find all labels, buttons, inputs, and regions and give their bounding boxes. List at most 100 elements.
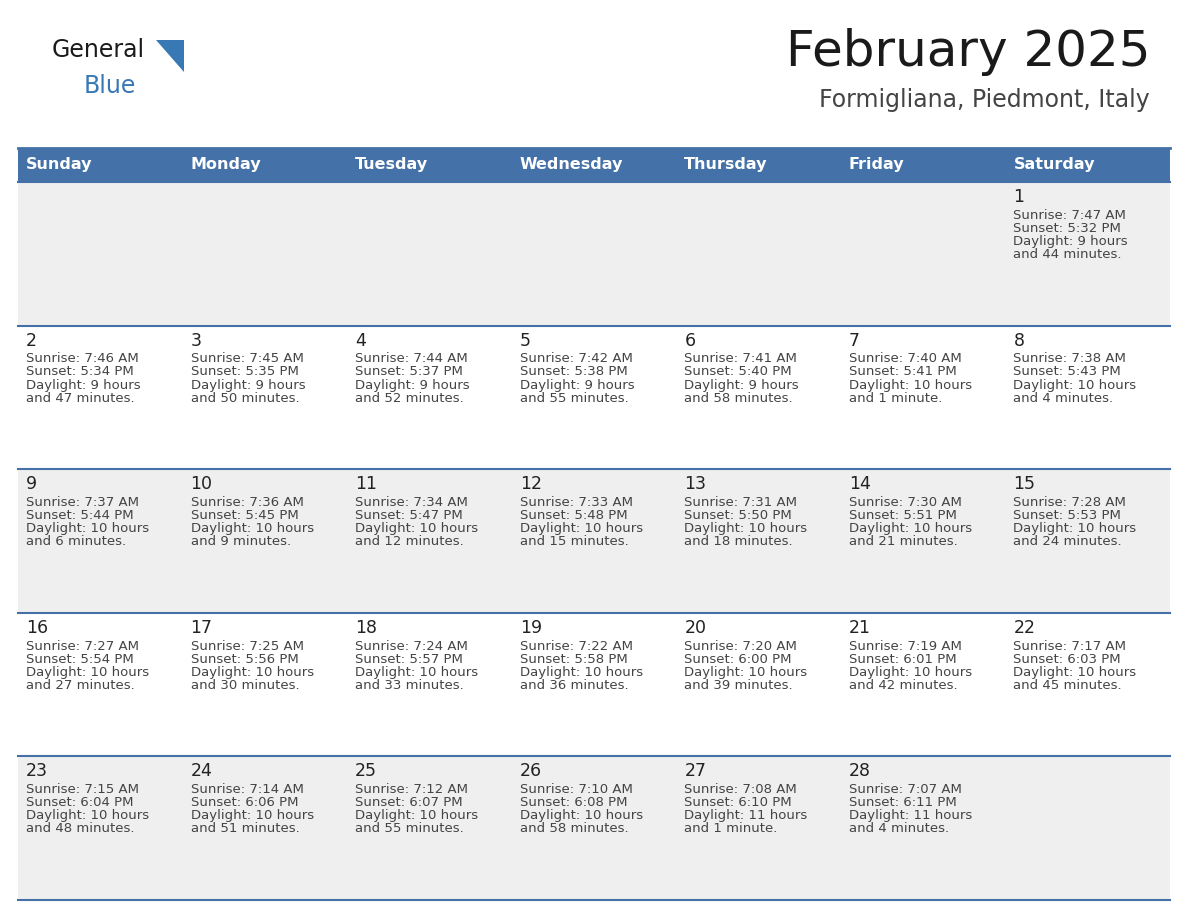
Text: 26: 26 xyxy=(519,763,542,780)
Text: Sunset: 6:06 PM: Sunset: 6:06 PM xyxy=(190,796,298,810)
Text: Sunrise: 7:34 AM: Sunrise: 7:34 AM xyxy=(355,496,468,509)
Text: and 4 minutes.: and 4 minutes. xyxy=(1013,392,1113,405)
Text: Sunrise: 7:10 AM: Sunrise: 7:10 AM xyxy=(519,783,632,796)
Bar xyxy=(18,756,1170,900)
Text: 22: 22 xyxy=(1013,619,1036,637)
Text: 1: 1 xyxy=(1013,188,1024,206)
Text: Daylight: 10 hours: Daylight: 10 hours xyxy=(1013,522,1137,535)
Text: Tuesday: Tuesday xyxy=(355,158,428,173)
Text: Saturday: Saturday xyxy=(1013,158,1095,173)
Text: Daylight: 10 hours: Daylight: 10 hours xyxy=(849,378,972,392)
Text: and 52 minutes.: and 52 minutes. xyxy=(355,392,463,405)
Text: and 21 minutes.: and 21 minutes. xyxy=(849,535,958,548)
Bar xyxy=(1005,148,1170,182)
Text: 24: 24 xyxy=(190,763,213,780)
Text: Daylight: 9 hours: Daylight: 9 hours xyxy=(1013,235,1129,248)
Text: Daylight: 11 hours: Daylight: 11 hours xyxy=(684,810,808,823)
Text: Daylight: 10 hours: Daylight: 10 hours xyxy=(1013,666,1137,678)
Text: Sunrise: 7:30 AM: Sunrise: 7:30 AM xyxy=(849,496,962,509)
Text: Sunset: 5:56 PM: Sunset: 5:56 PM xyxy=(190,653,298,666)
Text: Thursday: Thursday xyxy=(684,158,767,173)
Text: and 58 minutes.: and 58 minutes. xyxy=(684,392,792,405)
Bar xyxy=(18,469,1170,613)
Text: Daylight: 10 hours: Daylight: 10 hours xyxy=(26,522,150,535)
Text: Daylight: 10 hours: Daylight: 10 hours xyxy=(519,522,643,535)
Text: and 30 minutes.: and 30 minutes. xyxy=(190,679,299,692)
Bar xyxy=(841,148,1005,182)
Bar xyxy=(18,613,1170,756)
Text: Daylight: 9 hours: Daylight: 9 hours xyxy=(684,378,798,392)
Text: Daylight: 10 hours: Daylight: 10 hours xyxy=(519,666,643,678)
Text: 19: 19 xyxy=(519,619,542,637)
Text: Sunset: 6:07 PM: Sunset: 6:07 PM xyxy=(355,796,463,810)
Text: Daylight: 10 hours: Daylight: 10 hours xyxy=(355,810,479,823)
Text: Daylight: 10 hours: Daylight: 10 hours xyxy=(355,522,479,535)
Text: 17: 17 xyxy=(190,619,213,637)
Text: 7: 7 xyxy=(849,331,860,350)
Text: Sunrise: 7:40 AM: Sunrise: 7:40 AM xyxy=(849,353,961,365)
Text: Daylight: 10 hours: Daylight: 10 hours xyxy=(684,522,808,535)
Text: and 55 minutes.: and 55 minutes. xyxy=(519,392,628,405)
Text: Daylight: 10 hours: Daylight: 10 hours xyxy=(190,810,314,823)
Text: 3: 3 xyxy=(190,331,202,350)
Text: and 6 minutes.: and 6 minutes. xyxy=(26,535,126,548)
Text: Sunrise: 7:36 AM: Sunrise: 7:36 AM xyxy=(190,496,303,509)
Text: Daylight: 10 hours: Daylight: 10 hours xyxy=(849,666,972,678)
Bar xyxy=(676,148,841,182)
Text: Daylight: 9 hours: Daylight: 9 hours xyxy=(190,378,305,392)
Text: Sunset: 5:53 PM: Sunset: 5:53 PM xyxy=(1013,509,1121,522)
Text: Daylight: 10 hours: Daylight: 10 hours xyxy=(190,522,314,535)
Text: Blue: Blue xyxy=(84,74,137,98)
Polygon shape xyxy=(156,40,184,72)
Text: Sunrise: 7:28 AM: Sunrise: 7:28 AM xyxy=(1013,496,1126,509)
Text: and 36 minutes.: and 36 minutes. xyxy=(519,679,628,692)
Bar xyxy=(512,148,676,182)
Text: and 48 minutes.: and 48 minutes. xyxy=(26,823,134,835)
Text: February 2025: February 2025 xyxy=(785,28,1150,76)
Text: Sunset: 5:48 PM: Sunset: 5:48 PM xyxy=(519,509,627,522)
Text: Sunset: 5:50 PM: Sunset: 5:50 PM xyxy=(684,509,792,522)
Text: and 1 minute.: and 1 minute. xyxy=(849,392,942,405)
Text: Sunrise: 7:31 AM: Sunrise: 7:31 AM xyxy=(684,496,797,509)
Text: Sunrise: 7:07 AM: Sunrise: 7:07 AM xyxy=(849,783,962,796)
Bar xyxy=(18,326,1170,469)
Text: Formigliana, Piedmont, Italy: Formigliana, Piedmont, Italy xyxy=(820,88,1150,112)
Text: 9: 9 xyxy=(26,476,37,493)
Text: Sunset: 6:01 PM: Sunset: 6:01 PM xyxy=(849,653,956,666)
Text: Sunrise: 7:27 AM: Sunrise: 7:27 AM xyxy=(26,640,139,653)
Text: Sunrise: 7:41 AM: Sunrise: 7:41 AM xyxy=(684,353,797,365)
Text: Friday: Friday xyxy=(849,158,904,173)
Text: Sunset: 5:35 PM: Sunset: 5:35 PM xyxy=(190,365,298,378)
Text: 5: 5 xyxy=(519,331,531,350)
Text: Sunrise: 7:20 AM: Sunrise: 7:20 AM xyxy=(684,640,797,653)
Text: Sunrise: 7:17 AM: Sunrise: 7:17 AM xyxy=(1013,640,1126,653)
Text: 21: 21 xyxy=(849,619,871,637)
Text: and 50 minutes.: and 50 minutes. xyxy=(190,392,299,405)
Text: Daylight: 10 hours: Daylight: 10 hours xyxy=(355,666,479,678)
Text: Sunset: 5:37 PM: Sunset: 5:37 PM xyxy=(355,365,463,378)
Text: Sunset: 5:41 PM: Sunset: 5:41 PM xyxy=(849,365,956,378)
Text: 10: 10 xyxy=(190,476,213,493)
Text: 20: 20 xyxy=(684,619,707,637)
Text: Sunrise: 7:44 AM: Sunrise: 7:44 AM xyxy=(355,353,468,365)
Text: Sunset: 5:43 PM: Sunset: 5:43 PM xyxy=(1013,365,1121,378)
Text: and 47 minutes.: and 47 minutes. xyxy=(26,392,134,405)
Text: Daylight: 10 hours: Daylight: 10 hours xyxy=(519,810,643,823)
Text: Sunrise: 7:22 AM: Sunrise: 7:22 AM xyxy=(519,640,633,653)
Text: 18: 18 xyxy=(355,619,377,637)
Text: Sunset: 5:38 PM: Sunset: 5:38 PM xyxy=(519,365,627,378)
Text: and 24 minutes.: and 24 minutes. xyxy=(1013,535,1121,548)
Text: Sunset: 5:51 PM: Sunset: 5:51 PM xyxy=(849,509,956,522)
Text: Sunset: 6:11 PM: Sunset: 6:11 PM xyxy=(849,796,956,810)
Text: Sunset: 6:04 PM: Sunset: 6:04 PM xyxy=(26,796,133,810)
Text: 12: 12 xyxy=(519,476,542,493)
Bar xyxy=(18,182,1170,326)
Text: and 9 minutes.: and 9 minutes. xyxy=(190,535,291,548)
Text: and 58 minutes.: and 58 minutes. xyxy=(519,823,628,835)
Text: Daylight: 10 hours: Daylight: 10 hours xyxy=(26,810,150,823)
Text: Sunset: 5:57 PM: Sunset: 5:57 PM xyxy=(355,653,463,666)
Text: 2: 2 xyxy=(26,331,37,350)
Text: Sunday: Sunday xyxy=(26,158,93,173)
Text: Daylight: 10 hours: Daylight: 10 hours xyxy=(849,522,972,535)
Text: and 27 minutes.: and 27 minutes. xyxy=(26,679,134,692)
